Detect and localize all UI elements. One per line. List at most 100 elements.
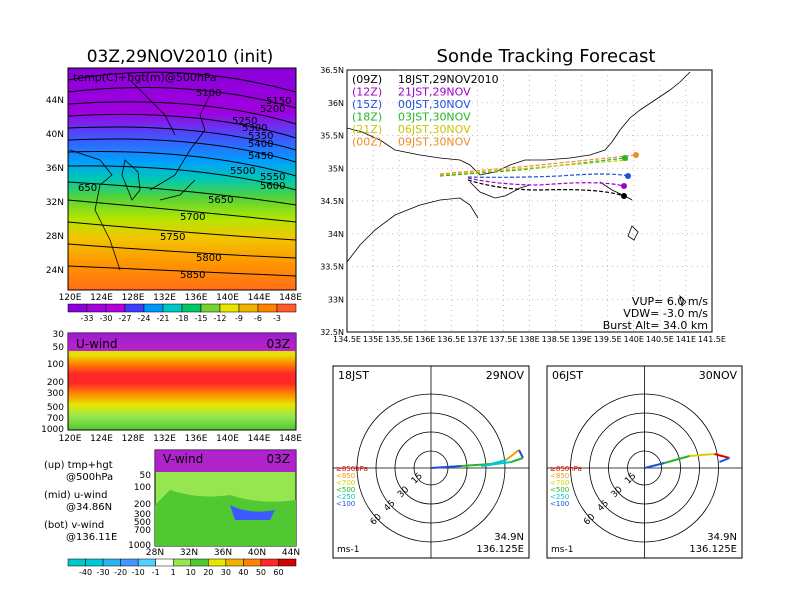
colorbar-swatch bbox=[225, 558, 244, 567]
colorbar-swatch bbox=[120, 558, 139, 567]
hodograph-lat: 34.9N bbox=[494, 532, 524, 543]
pressure-tick-label: 200 bbox=[47, 378, 64, 388]
pressure-legend-item: ≥850hPa bbox=[336, 465, 368, 473]
pressure-legend-item: <100 bbox=[336, 500, 355, 508]
left-title: 03Z,29NOV2010 (init) bbox=[87, 47, 274, 67]
lat-tick-label: 33N bbox=[328, 295, 344, 304]
colorbar-swatch bbox=[124, 303, 145, 313]
colorbar-label: -12 bbox=[213, 314, 226, 323]
temp-height-map: temp(C)+hgt(m)@500hPa 510051505200525053… bbox=[46, 67, 303, 303]
lat-tick-label: 35N bbox=[328, 164, 344, 173]
contour-label: 5850 bbox=[180, 270, 205, 281]
contour-label: 5150 bbox=[266, 96, 291, 107]
colorbar-swatch bbox=[181, 303, 202, 313]
colorbar-label: -3 bbox=[273, 314, 281, 323]
lon-tick-label: 135E bbox=[363, 335, 383, 344]
lat-tick-label: 40N bbox=[46, 130, 64, 140]
right-title: Sonde Tracking Forecast bbox=[437, 46, 656, 67]
hodograph-segment bbox=[714, 453, 730, 459]
lon-tick-label: 137E bbox=[467, 335, 487, 344]
track-15z bbox=[467, 173, 629, 178]
pressure-legend-item: <100 bbox=[550, 500, 569, 508]
legend-time: (21Z) bbox=[352, 123, 382, 136]
legend-time: (12Z) bbox=[352, 86, 382, 99]
sonde-tracks bbox=[439, 152, 639, 199]
hodograph-lat: 34.9N bbox=[707, 532, 737, 543]
contour-label: 650 bbox=[78, 183, 97, 194]
colorbar-label: -15 bbox=[194, 314, 207, 323]
colorbar-label: 10 bbox=[186, 568, 196, 577]
contour-label: 5400 bbox=[248, 139, 273, 150]
pressure-tick-label: 50 bbox=[53, 343, 65, 353]
hodograph-lon: 136.125E bbox=[476, 544, 524, 555]
colorbar-label: -9 bbox=[235, 314, 243, 323]
lon-tick-label: 140E bbox=[216, 434, 239, 444]
track-lat-labels: 36.5N 36N 35.5N 35N 34.5N 34N 33.5N 33N 32.5N bbox=[320, 66, 344, 337]
track-param: VDW= -3.0 m/s bbox=[623, 307, 708, 320]
lon-tick-label: 136E bbox=[185, 434, 208, 444]
contour-label: 5800 bbox=[196, 253, 221, 264]
pressure-legend-item: <850 bbox=[336, 472, 355, 480]
coastline bbox=[346, 71, 691, 307]
colorbar-swatch bbox=[257, 303, 278, 313]
panel-description-sub: @34.86N bbox=[66, 502, 112, 513]
hodograph-time: 06JST bbox=[552, 369, 583, 382]
lon-tick-label: 148E bbox=[279, 293, 302, 303]
colorbar-swatch bbox=[200, 303, 221, 313]
lat-tick-label: 36N bbox=[214, 548, 232, 558]
track-00z bbox=[439, 154, 637, 175]
pressure-tick-label: 300 bbox=[134, 510, 151, 520]
colorbar-label: 60 bbox=[273, 568, 283, 577]
lon-tick-label: 141E bbox=[676, 335, 696, 344]
colorbar-swatch bbox=[208, 558, 227, 567]
hodograph-segment bbox=[719, 457, 730, 463]
colorbar-label: 40 bbox=[238, 568, 248, 577]
panel-description: (up) tmp+hgt bbox=[44, 460, 113, 471]
lat-tick-labels: 44N 40N 36N 32N 28N 24N bbox=[46, 96, 64, 276]
pressure-legend-item: <700 bbox=[550, 479, 569, 487]
hodograph-segment bbox=[518, 449, 524, 459]
colorbar-label: -10 bbox=[132, 568, 145, 577]
panel-description-sub: @500hPa bbox=[66, 472, 113, 483]
u-wind-lon-labels: 120E 124E 128E 132E 136E 140E 144E 148E bbox=[59, 434, 303, 444]
lat-tick-label: 28N bbox=[146, 548, 164, 558]
colorbar-label: 50 bbox=[256, 568, 266, 577]
lat-tick-label: 36N bbox=[46, 164, 64, 174]
v-wind-lat-labels: 28N 32N 36N 40N 44N bbox=[146, 548, 300, 558]
track-map: (09Z) 18JST,29NOV2010 (12Z) 21JST,29NOV (15Z… bbox=[320, 66, 726, 344]
lon-tick-label: 140E bbox=[624, 335, 644, 344]
lon-tick-label: 139E bbox=[571, 335, 591, 344]
hodograph-segment bbox=[510, 457, 524, 463]
colorbar-swatch bbox=[219, 303, 240, 313]
legend-text: 03JST,30NOV bbox=[398, 111, 471, 124]
colorbar-swatch bbox=[172, 558, 192, 567]
hodograph-lon: 136.125E bbox=[689, 544, 737, 555]
lat-tick-label: 28N bbox=[46, 232, 64, 242]
panel-descriptions: (up) tmp+hgt@500hPa (mid) u-wind@34.86N (b… bbox=[44, 460, 117, 543]
legend-text: 09JST,30NOV bbox=[398, 136, 471, 149]
pressure-tick-label: 300 bbox=[47, 389, 64, 399]
lon-tick-label: 134.5E bbox=[333, 335, 361, 344]
track-12z bbox=[467, 177, 625, 187]
lon-tick-label: 136E bbox=[185, 293, 208, 303]
wind-colorbar: -40 -30 -20 -10 -1 1 10 20 30 40 50 60 bbox=[67, 558, 297, 577]
legend-text: 21JST,29NOV bbox=[398, 86, 471, 99]
pressure-tick-label: 200 bbox=[134, 500, 151, 510]
lat-tick-label: 40N bbox=[248, 548, 266, 558]
pressure-tick-label: 1000 bbox=[128, 541, 151, 551]
legend-text: 00JST,30NOV bbox=[398, 98, 471, 111]
pressure-tick-label: 700 bbox=[47, 414, 64, 424]
legend-time: (18Z) bbox=[352, 111, 382, 124]
track-21z bbox=[439, 159, 629, 176]
contour-label: 5100 bbox=[196, 88, 221, 99]
track-param: Burst Alt= 34.0 km bbox=[603, 319, 708, 332]
colorbar-label: -27 bbox=[118, 314, 131, 323]
lon-tick-labels: 120E 124E 128E 132E 136E 140E 144E 148E bbox=[59, 293, 303, 303]
hodograph-unit: ms-1 bbox=[337, 545, 359, 555]
